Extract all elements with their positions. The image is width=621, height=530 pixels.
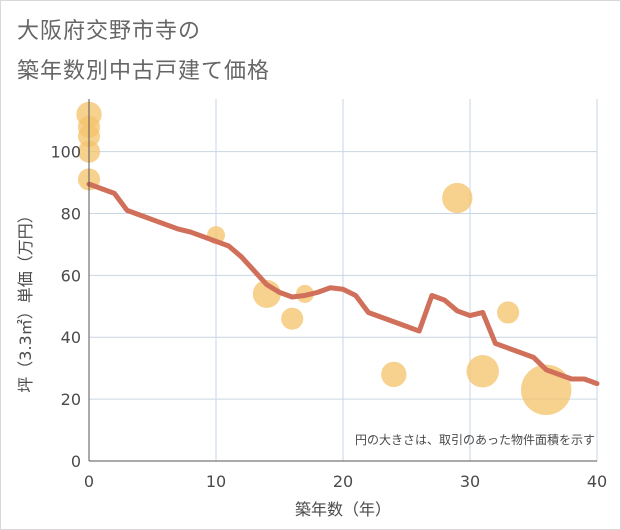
bubble-size-note: 円の大きさは、取引のあった物件面積を示す <box>355 432 595 447</box>
y-tick-label: 20 <box>61 390 81 409</box>
x-axis-label: 築年数（年） <box>295 500 391 519</box>
grid-lines <box>89 99 598 461</box>
average-price-line <box>86 181 600 387</box>
chart-title-line-2: 築年数別中古戸建て価格 <box>17 59 271 84</box>
bubble-point <box>497 301 520 324</box>
bubble-point <box>520 364 572 416</box>
axes <box>88 99 597 462</box>
bubble-point <box>466 355 499 388</box>
bubble-point <box>281 307 304 330</box>
y-tick-label: 80 <box>61 204 81 223</box>
y-tick-label: 100 <box>50 143 81 162</box>
x-tick-label: 30 <box>460 472 480 491</box>
chart-title-line-1: 大阪府交野市寺の <box>17 19 202 44</box>
bubble-series <box>76 101 572 416</box>
x-tick-label: 10 <box>206 472 226 491</box>
tick-labels: 0 10 20 30 40 0 20 40 60 80 100 <box>50 143 607 491</box>
y-tick-label: 40 <box>61 328 81 347</box>
x-tick-label: 0 <box>84 472 94 491</box>
average-line-series <box>86 181 600 387</box>
bubble-point <box>442 182 473 214</box>
bubble-point <box>381 361 407 388</box>
y-tick-label: 60 <box>61 266 81 285</box>
y-tick-label: 0 <box>71 452 81 471</box>
x-tick-label: 40 <box>587 472 607 491</box>
y-axis-label: 坪（3.3㎡）単価（万円） <box>16 207 35 392</box>
x-tick-label: 20 <box>333 472 353 491</box>
